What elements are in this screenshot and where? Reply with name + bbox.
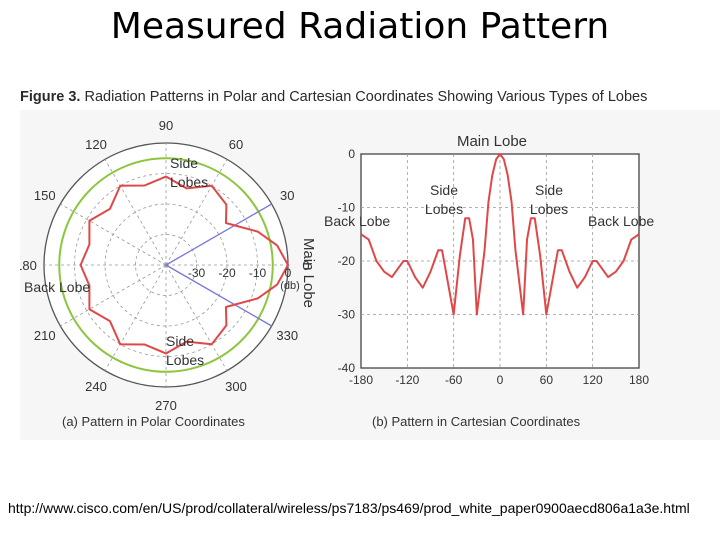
cartesian-y-tick: -30 [338,308,356,322]
polar-angle-tick: 240 [85,379,107,394]
polar-grid-spoke [60,203,167,266]
cartesian-side-lobes-left-label: Side [430,182,458,198]
cartesian-x-tick: 180 [629,373,649,387]
cartesian-x-tick: 0 [497,373,504,387]
polar-side-lobes-bottom-label: Lobes [166,352,204,368]
polar-reference-circle [58,157,274,373]
polar-side-lobes-top-label: Lobes [170,174,208,190]
cartesian-back-lobe-left-label: Back Lobe [324,213,390,229]
polar-radial-unit: (db) [280,280,300,292]
polar-chart: 0 30 60 90 120 150 180 210 240 270 300 330 -30 -20 -10… [20,118,317,413]
polar-angle-tick: 300 [225,379,247,394]
polar-grid-spoke [104,159,167,266]
polar-main-lobe-boundary [165,264,272,327]
figure-caption-label: Figure 3. [20,89,81,105]
cartesian-side-lobes-right-label: Lobes [530,201,568,217]
polar-angle-tick: 210 [34,328,56,343]
polar-grid-spoke [104,264,167,371]
polar-pattern-line [79,175,289,355]
polar-angle-tick: 180 [20,258,37,273]
polar-angle-tick: 150 [34,188,56,203]
polar-grid-spoke [165,264,228,371]
polar-radial-tick: 0 [285,266,292,280]
cartesian-x-tick: 60 [540,373,554,387]
cartesian-x-tick: -60 [445,373,463,387]
figure-svg: 0 30 60 90 120 150 180 210 240 270 300 330 -30 -20 -10… [20,118,654,429]
cartesian-x-tick: -180 [349,373,373,387]
cartesian-subtitle: (b) Pattern in Cartesian Coordinates [372,414,581,429]
cartesian-back-lobe-right-label: Back Lobe [588,213,654,229]
polar-grid-spoke [60,264,167,327]
polar-radial-tick: -10 [249,266,267,280]
cartesian-x-tick: 120 [583,373,603,387]
slide-title: Measured Radiation Pattern [110,6,610,47]
polar-angle-tick: 270 [155,398,177,413]
cartesian-main-lobe-label: Main Lobe [457,133,527,150]
polar-angle-tick: 60 [229,137,243,152]
polar-main-lobe-boundary [165,203,272,266]
source-url: http://www.cisco.com/en/US/prod/collater… [8,500,690,516]
cartesian-pattern-line [360,153,640,316]
polar-radial-tick: -30 [188,266,206,280]
cartesian-y-tick: -10 [338,201,356,215]
figure-caption: Figure 3. Radiation Patterns in Polar an… [20,89,647,105]
polar-side-lobes-top-label: Side [170,155,198,171]
polar-radial-tick: -20 [218,266,236,280]
polar-angle-tick: 120 [85,137,107,152]
cartesian-side-lobes-right-label: Side [535,182,563,198]
cartesian-x-tick: -120 [395,373,419,387]
figure-caption-text: Radiation Patterns in Polar and Cartesia… [80,89,648,105]
cartesian-side-lobes-left-label: Lobes [425,201,463,217]
polar-side-lobes-bottom-label: Side [166,333,194,349]
polar-back-lobe-label: Back Lobe [24,279,90,295]
polar-subtitle: (a) Pattern in Polar Coordinates [62,414,245,429]
polar-main-lobe-label: Main Lobe [300,238,317,308]
polar-angle-tick: 0 [302,258,309,273]
cartesian-chart: -180 -120 -60 0 60 120 180 0 -10 -20 -30 -40 Main Lo… [324,133,654,387]
polar-angle-tick: 330 [276,328,298,343]
polar-angle-tick: 90 [159,118,173,133]
polar-grid-spoke [165,159,228,266]
polar-angle-tick: 30 [280,188,294,203]
cartesian-y-tick: -40 [338,361,356,375]
cartesian-y-tick: -20 [338,254,356,268]
cartesian-y-tick: 0 [348,147,355,161]
